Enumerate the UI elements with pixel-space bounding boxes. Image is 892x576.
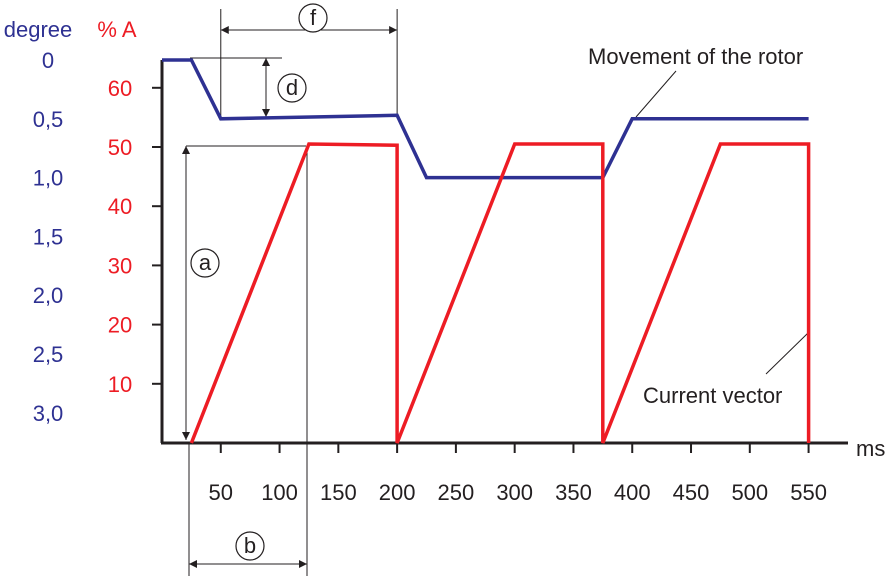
- degree-axis-label: degree: [4, 17, 73, 42]
- x-tick-label: 150: [320, 480, 357, 505]
- x-tick-label: 50: [209, 480, 233, 505]
- dim-f-arrow-right: [389, 26, 398, 34]
- amp-tick-label: 20: [108, 313, 132, 338]
- current-vector-line: [189, 142, 811, 444]
- rotor-leader-line: [635, 70, 677, 118]
- dim-b-arrow-left: [189, 560, 197, 568]
- x-tick-label: 200: [379, 480, 416, 505]
- x-tick-label: 100: [261, 480, 298, 505]
- x-tick-label: 250: [438, 480, 475, 505]
- x-tick-label: 400: [614, 480, 651, 505]
- current-series-label: Current vector: [643, 383, 782, 408]
- dim-a-label: a: [199, 250, 212, 275]
- rotor-movement-line: [162, 58, 809, 180]
- rotor-series-label: Movement of the rotor: [588, 44, 803, 69]
- axes: [152, 60, 848, 453]
- x-tick-label: 300: [496, 480, 533, 505]
- degree-tick-label: 0,5: [33, 107, 64, 132]
- dim-f-label: f: [310, 5, 317, 30]
- x-tick-label: 450: [673, 480, 710, 505]
- dim-d-arrow-down: [262, 109, 270, 117]
- amp-tick-label: 50: [108, 135, 132, 160]
- dim-d-arrow-up: [262, 58, 270, 66]
- series-layer: [162, 58, 811, 444]
- dim-b-label: b: [244, 533, 256, 558]
- amp-tick-label: 10: [108, 372, 132, 397]
- degree-tick-label: 2,5: [33, 342, 64, 367]
- degree-tick-label: 1,5: [33, 224, 64, 249]
- dim-d-circle: [277, 73, 307, 103]
- amp-tick-label: 40: [108, 194, 132, 219]
- labels: 50 100 150 200 250 300 350 400 450 500 550ms102030…: [4, 5, 886, 558]
- x-tick-label: 550: [790, 480, 827, 505]
- x-tick-label: 350: [555, 480, 592, 505]
- x-axis-unit: ms: [856, 436, 885, 461]
- annotation-lines: [182, 3, 809, 576]
- degree-tick-label: 2,0: [33, 283, 64, 308]
- dim-d-label: d: [286, 75, 298, 100]
- degree-tick-label: 0: [42, 48, 54, 73]
- dim-a-arrow-up: [182, 146, 190, 154]
- degree-tick-label: 1,0: [33, 166, 64, 191]
- amp-tick-label: 30: [108, 253, 132, 278]
- dim-b-circle: [235, 531, 265, 561]
- x-tick-label: 500: [731, 480, 768, 505]
- dim-a-arrow-down: [182, 432, 190, 440]
- dim-b-arrow-right: [299, 560, 307, 568]
- degree-tick-label: 3,0: [33, 401, 64, 426]
- amp-tick-label: 60: [108, 76, 132, 101]
- current-leader-line: [765, 332, 809, 375]
- amp-axis-label: % A: [97, 17, 136, 42]
- dim-f-arrow-left: [220, 26, 229, 34]
- dim-f-circle: [298, 3, 328, 33]
- dim-a-circle: [190, 248, 220, 278]
